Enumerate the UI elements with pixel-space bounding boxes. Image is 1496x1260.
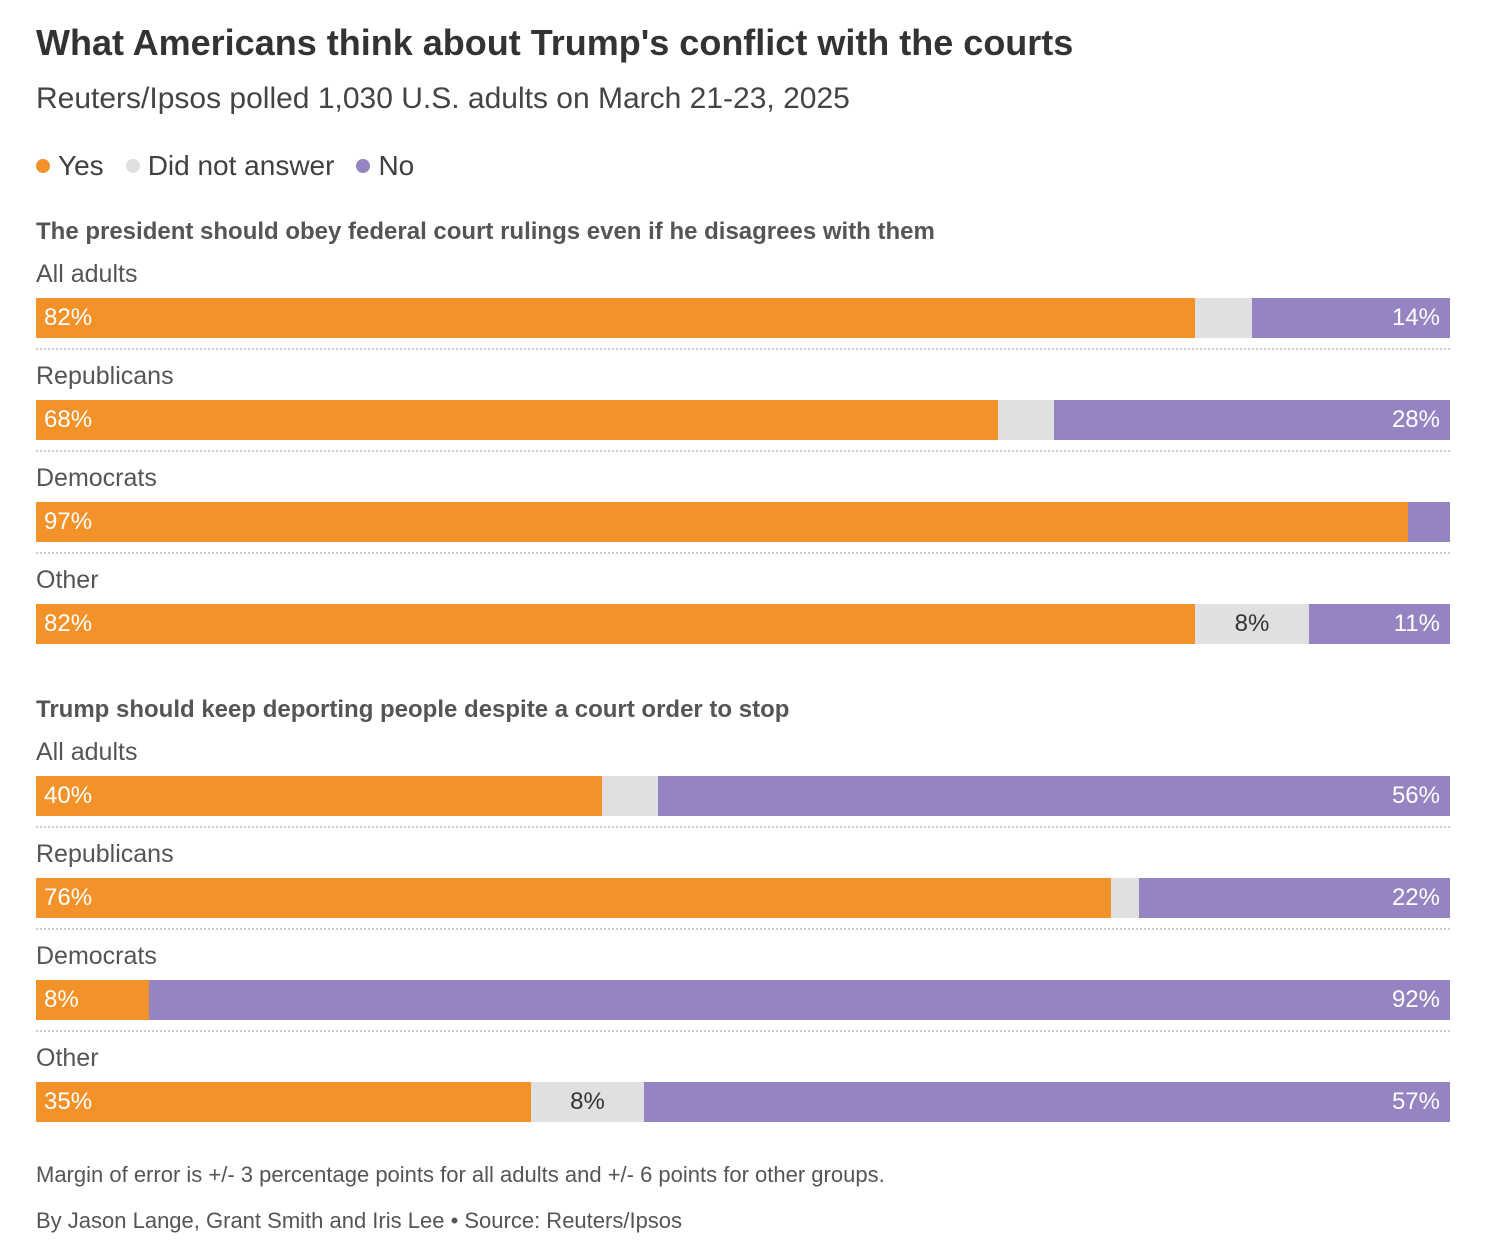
- bar-segment-did-not-answer: [997, 400, 1055, 440]
- data-label-yes: 82%: [44, 610, 93, 637]
- bar-segment-yes: [36, 298, 1196, 338]
- row-separator: [36, 928, 1450, 930]
- chart-subtitle: Reuters/Ipsos polled 1,030 U.S. adults o…: [36, 82, 850, 115]
- row-separator: [36, 1030, 1450, 1032]
- row-separator: [36, 450, 1450, 452]
- stacked-bar: 82% 14%: [36, 298, 1450, 338]
- bar-segment-yes: [36, 776, 602, 816]
- legend-label-did-not-answer: Did not answer: [147, 150, 335, 181]
- data-label-no: 28%: [1391, 406, 1440, 433]
- bar-segment-no: [1308, 604, 1450, 644]
- chart-title: What Americans think about Trump's confl…: [36, 22, 1074, 63]
- bar-segment-did-not-answer: [1110, 878, 1139, 918]
- row-label: Other: [36, 1044, 99, 1072]
- data-label-no: 92%: [1391, 986, 1440, 1013]
- bar-segment-no: [658, 776, 1450, 816]
- row-separator: [36, 552, 1450, 554]
- stacked-bar: 76% 22%: [36, 878, 1450, 918]
- data-label-yes: 76%: [44, 884, 93, 911]
- bar-segment-did-not-answer: [530, 1082, 644, 1122]
- bar-segment-yes: [36, 604, 1196, 644]
- bar-segment-did-not-answer: [1195, 604, 1309, 644]
- legend-label-no: No: [378, 150, 415, 181]
- data-label-yes: 35%: [44, 1088, 93, 1115]
- data-label-no: 14%: [1391, 304, 1440, 331]
- stacked-bar: 40% 56%: [36, 776, 1450, 816]
- row-separator: [36, 826, 1450, 828]
- legend-item-yes: Yes: [36, 150, 104, 182]
- data-label-no: 22%: [1391, 884, 1440, 911]
- stacked-bar: 35% 8% 57%: [36, 1082, 1450, 1122]
- bar-segment-yes: [36, 980, 150, 1020]
- bar-segment-yes: [36, 1082, 531, 1122]
- bar-segment-no: [1054, 400, 1450, 440]
- data-label-yes: 68%: [44, 406, 93, 433]
- bar-segment-did-not-answer: [601, 776, 659, 816]
- stacked-bar: 68% 28%: [36, 400, 1450, 440]
- legend-label-yes: Yes: [58, 150, 104, 181]
- data-label-yes: 97%: [44, 508, 93, 535]
- row-label: Republicans: [36, 362, 174, 390]
- legend-swatch-yes: [36, 159, 50, 173]
- bar-segment-no: [149, 980, 1450, 1020]
- bar-segment-yes: [36, 400, 998, 440]
- row-label: Other: [36, 566, 99, 594]
- bar-segment-yes: [36, 878, 1111, 918]
- bar-segment-no: [644, 1082, 1450, 1122]
- question-title-2: Trump should keep deporting people despi…: [36, 696, 790, 723]
- legend-swatch-no: [356, 159, 371, 173]
- legend: Yes Did not answer No: [36, 150, 436, 182]
- stacked-bar: 8% 92%: [36, 980, 1450, 1020]
- row-label: Republicans: [36, 840, 174, 868]
- data-label-no: 57%: [1391, 1088, 1440, 1115]
- footnote: Margin of error is +/- 3 percentage poin…: [36, 1162, 885, 1187]
- bar-segment-yes: [36, 502, 1408, 542]
- bar-segment-did-not-answer: [1195, 298, 1253, 338]
- credit-line: By Jason Lange, Grant Smith and Iris Lee…: [36, 1208, 683, 1233]
- data-label-yes: 82%: [44, 304, 93, 331]
- row-label: Democrats: [36, 942, 157, 970]
- row-label: All adults: [36, 260, 138, 288]
- bar-segment-no: [1407, 502, 1450, 542]
- stacked-bar: 82% 8% 11%: [36, 604, 1450, 644]
- row-label: All adults: [36, 738, 138, 766]
- data-label-yes: 8%: [44, 986, 79, 1013]
- row-label: Democrats: [36, 464, 157, 492]
- bar-segment-no: [1252, 298, 1450, 338]
- data-label-did-not-answer: 8%: [1234, 610, 1270, 637]
- row-separator: [36, 348, 1450, 350]
- data-label-no: 56%: [1391, 782, 1440, 809]
- data-label-yes: 40%: [44, 782, 93, 809]
- data-label-no: 11%: [1393, 610, 1440, 637]
- stacked-bar: 97%: [36, 502, 1450, 542]
- question-title-1: The president should obey federal court …: [36, 218, 935, 245]
- legend-swatch-did-not-answer: [125, 159, 140, 173]
- legend-item-no: No: [356, 150, 414, 182]
- bar-segment-no: [1138, 878, 1450, 918]
- data-label-did-not-answer: 8%: [570, 1088, 605, 1115]
- legend-item-did-not-answer: Did not answer: [125, 150, 335, 182]
